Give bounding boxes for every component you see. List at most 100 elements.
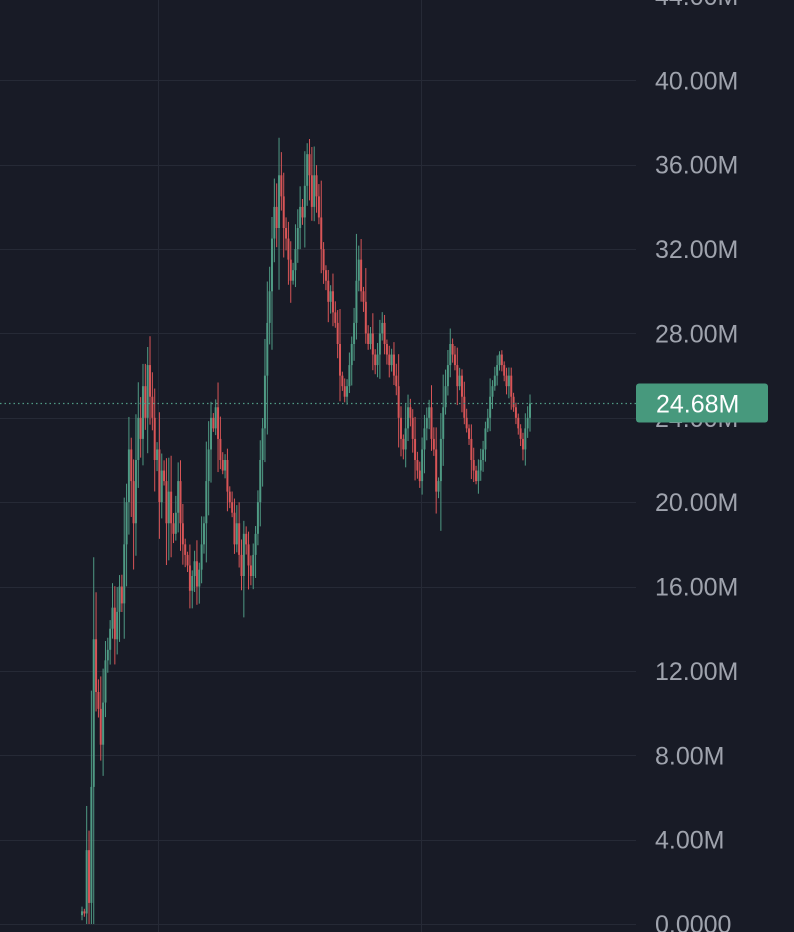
candle-body [294, 249, 297, 271]
candle [385, 339, 388, 365]
candle [235, 505, 238, 553]
candle [106, 637, 109, 673]
candle-body [376, 354, 379, 366]
candle-body [85, 850, 88, 914]
candle-body [505, 375, 508, 387]
candle-body [205, 481, 208, 524]
candle-body [170, 491, 173, 524]
candle [247, 531, 250, 590]
candle [266, 281, 269, 435]
candle-body [132, 481, 135, 524]
candle-body [268, 291, 271, 323]
candle-body [357, 259, 360, 281]
candle [500, 350, 503, 372]
candle [453, 345, 456, 371]
y-tick-label: 36.00M [655, 152, 738, 180]
candle-body [141, 386, 144, 439]
candle [444, 369, 447, 415]
candle-body [207, 449, 210, 482]
candle [282, 172, 285, 258]
candle [425, 407, 428, 441]
candle [526, 406, 529, 438]
candle-body [446, 365, 449, 387]
y-tick-label: 44.00M [655, 0, 738, 11]
candle [381, 312, 384, 341]
candle-body [88, 850, 91, 903]
y-axis: 0.00004.00M8.00M12.00M16.00M20.00M24.00M… [655, 0, 738, 932]
candle [170, 455, 173, 558]
candle [299, 186, 302, 250]
candle-body [137, 417, 140, 460]
candle-body [313, 175, 316, 207]
candle-body [341, 375, 344, 387]
candle [181, 503, 184, 565]
candle-body [292, 270, 295, 281]
candle [479, 448, 482, 481]
candle-body [383, 322, 386, 344]
candle [350, 336, 353, 386]
candle [158, 412, 161, 539]
candle [268, 266, 271, 345]
candle-body [378, 333, 381, 355]
candle [503, 361, 506, 382]
candle-body [118, 586, 121, 612]
candle [132, 459, 135, 570]
candle [496, 355, 499, 386]
candle [439, 413, 442, 531]
candle [177, 462, 180, 533]
candle [524, 413, 527, 466]
candle-body [322, 249, 325, 271]
candle-body [470, 438, 473, 460]
candle [214, 399, 217, 436]
candle-body [127, 449, 130, 503]
candle-body [460, 375, 463, 397]
candle [186, 551, 189, 573]
candle [423, 414, 426, 474]
candle [303, 151, 306, 248]
candle-body [388, 354, 391, 366]
candle-body [172, 523, 175, 534]
candle-body [233, 512, 236, 545]
candle [374, 349, 377, 375]
candle [221, 452, 224, 475]
candle [355, 233, 358, 340]
candle-body [113, 607, 116, 640]
candle [301, 198, 304, 225]
candle [517, 413, 520, 435]
candle [378, 319, 381, 379]
candle-body [106, 649, 109, 661]
candle [207, 421, 210, 516]
candle-body [465, 417, 468, 429]
candle [287, 221, 290, 285]
candle [130, 437, 133, 517]
candle [369, 327, 372, 350]
candle [278, 137, 281, 290]
candle-body [285, 228, 288, 239]
candle [324, 265, 327, 291]
candle [160, 453, 163, 519]
candle [491, 380, 494, 409]
candle [336, 310, 339, 359]
candle [217, 382, 220, 473]
candle [296, 209, 299, 263]
candle [116, 587, 119, 655]
y-tick-label: 0.0000 [655, 911, 731, 932]
candle-body [226, 460, 229, 492]
candle-body [202, 523, 205, 545]
candle [109, 620, 112, 665]
candle-body [489, 396, 492, 418]
candle [432, 427, 435, 456]
candle-body [144, 386, 147, 418]
candle-body [254, 533, 257, 555]
candle [498, 351, 501, 371]
candle-body [252, 554, 255, 576]
candle-body [456, 365, 459, 387]
candle [179, 460, 182, 551]
candle [111, 583, 114, 639]
candle [362, 286, 365, 312]
candle-body [266, 322, 269, 376]
candle [327, 269, 330, 323]
current-price-badge [636, 383, 768, 423]
